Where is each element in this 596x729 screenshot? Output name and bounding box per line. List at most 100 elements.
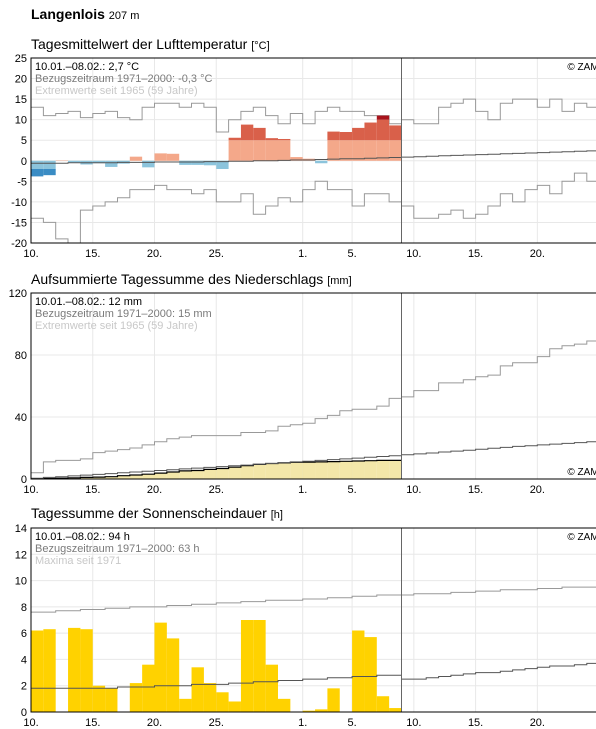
temperature-title-text: Tagesmittelwert der Lufttemperatur bbox=[31, 36, 248, 52]
temperature-xtick-label: 20. bbox=[147, 248, 162, 260]
temperature-chart-title: Tagesmittelwert der Lufttemperatur [°C] bbox=[31, 36, 270, 52]
precipitation-summary: 10.01.–08.02.: 12 mm bbox=[35, 296, 142, 308]
sunshine-ytick-label: 10 bbox=[15, 576, 27, 588]
precipitation-area-bar bbox=[129, 474, 143, 479]
precipitation-ytick-label: 0 bbox=[21, 474, 27, 486]
sunshine-maxima-line bbox=[31, 586, 596, 613]
sunshine-bar bbox=[179, 698, 192, 712]
precipitation-area-bar bbox=[302, 462, 316, 479]
sunshine-bar bbox=[302, 710, 316, 712]
precipitation-area-bar bbox=[364, 460, 377, 479]
precipitation-area-bar bbox=[166, 472, 180, 479]
temperature-unit: [°C] bbox=[251, 40, 270, 52]
temperature-bar bbox=[290, 157, 303, 161]
temperature-bar bbox=[315, 160, 328, 164]
precipitation-area-bar bbox=[228, 467, 241, 479]
precipitation-chart-title: Aufsummierte Tagessumme des Niederschlag… bbox=[31, 271, 352, 287]
temperature-bar bbox=[376, 140, 390, 161]
sunshine-xtick-label: 1. bbox=[298, 717, 307, 729]
sunshine-bar bbox=[364, 637, 377, 712]
temperature-source: © ZAMG bbox=[567, 62, 596, 73]
sunshine-xtick-label: 10. bbox=[406, 717, 421, 729]
sunshine-ytick-label: 4 bbox=[21, 654, 27, 666]
precipitation-xtick-label: 20. bbox=[147, 484, 162, 496]
sunshine-xtick-label: 10. bbox=[23, 717, 38, 729]
temperature-bar bbox=[203, 160, 217, 166]
precipitation-area-bar bbox=[142, 474, 155, 479]
temperature-ytick-label: 15 bbox=[15, 94, 27, 106]
sunshine-bar bbox=[216, 692, 229, 712]
precipitation-area-bar bbox=[278, 462, 291, 479]
sunshine-xtick-label: 25. bbox=[209, 717, 224, 729]
temperature-panel: -20 -15 -10 -5 0 5 10 15 20 25 10. 15. 20. 25. 1. 5. 10.… bbox=[11, 53, 596, 260]
temperature-bar-strong bbox=[43, 169, 56, 176]
precipitation-normal-line bbox=[31, 441, 596, 479]
sunshine-ytick-label: 6 bbox=[21, 628, 27, 640]
temperature-bar-strong bbox=[376, 119, 390, 141]
temperature-bar bbox=[31, 160, 44, 169]
sunshine-title-text: Tagessumme der Sonnenscheindauer bbox=[31, 505, 267, 521]
temperature-bar bbox=[352, 140, 365, 161]
temperature-bar bbox=[92, 160, 106, 164]
sunshine-bar bbox=[376, 696, 390, 712]
temperature-ytick-label: -20 bbox=[11, 238, 27, 250]
temperature-xtick-label: 10. bbox=[406, 248, 421, 260]
precipitation-ytick-label: 80 bbox=[15, 350, 27, 362]
sunshine-xtick-label: 20. bbox=[147, 717, 162, 729]
temperature-bar bbox=[154, 153, 167, 161]
temperature-ytick-label: 5 bbox=[21, 135, 27, 147]
sunshine-ytick-label: 2 bbox=[21, 681, 27, 693]
precipitation-area-bar bbox=[253, 464, 266, 479]
precipitation-area-bar bbox=[315, 461, 328, 479]
temperature-ytick-label: 20 bbox=[15, 74, 27, 86]
precipitation-frame bbox=[30, 292, 596, 480]
sunshine-frame bbox=[30, 527, 596, 713]
temperature-ytick-label: 10 bbox=[15, 115, 27, 127]
precipitation-xtick-label: 15. bbox=[468, 484, 483, 496]
precipitation-area-bar bbox=[92, 477, 106, 479]
precipitation-area-bar bbox=[80, 477, 93, 479]
temperature-bar bbox=[339, 140, 353, 161]
precipitation-area-bar bbox=[376, 460, 390, 479]
temperature-bar-strong bbox=[327, 131, 340, 141]
precipitation-cumulative-line bbox=[31, 459, 402, 480]
temperature-ytick-label: 0 bbox=[21, 156, 27, 168]
precipitation-area-bar bbox=[290, 462, 303, 479]
temperature-xtick-label: 20. bbox=[530, 248, 545, 260]
precipitation-xtick-label: 10. bbox=[23, 484, 38, 496]
sunshine-ytick-label: 0 bbox=[21, 707, 27, 719]
sunshine-bar bbox=[105, 688, 118, 712]
precipitation-source: © ZAMG bbox=[567, 467, 596, 478]
sunshine-bar bbox=[265, 664, 278, 712]
temperature-bar bbox=[364, 140, 377, 161]
temperature-frame bbox=[30, 57, 596, 244]
sunshine-bar bbox=[240, 620, 254, 712]
temperature-xtick-label: 25. bbox=[209, 248, 224, 260]
temperature-bar-extreme bbox=[376, 115, 390, 120]
sunshine-bar bbox=[166, 638, 180, 712]
temperature-bar bbox=[105, 160, 118, 167]
temperature-bar-strong bbox=[352, 127, 365, 141]
precipitation-ytick-label: 120 bbox=[9, 288, 27, 300]
sunshine-bar bbox=[68, 627, 81, 712]
temperature-bar bbox=[179, 160, 192, 165]
precipitation-xtick-label: 10. bbox=[406, 484, 421, 496]
precipitation-extreme-max-line bbox=[31, 340, 596, 474]
precipitation-area-bar bbox=[203, 469, 217, 479]
precipitation-area-bar bbox=[216, 468, 229, 479]
sunshine-bar bbox=[80, 629, 93, 712]
sunshine-bar bbox=[43, 629, 56, 712]
sunshine-ytick-label: 8 bbox=[21, 602, 27, 614]
temperature-bar bbox=[228, 140, 241, 161]
sunshine-reference: Bezugszeitraum 1971–2000: 63 h bbox=[35, 543, 200, 555]
temperature-summary: 10.01.–08.02.: 2,7 °C bbox=[35, 61, 139, 73]
precipitation-area-bar bbox=[389, 460, 402, 479]
precipitation-unit: [mm] bbox=[327, 275, 352, 287]
sunshine-xtick-label: 15. bbox=[85, 717, 100, 729]
temperature-bar bbox=[278, 140, 291, 161]
precipitation-area-bar bbox=[154, 473, 167, 479]
precipitation-area-bar bbox=[339, 461, 353, 479]
temperature-bar-strong bbox=[31, 169, 44, 177]
temperature-reference: Bezugszeitraum 1971–2000: -0,3 °C bbox=[35, 73, 213, 85]
sunshine-bar bbox=[315, 709, 328, 712]
